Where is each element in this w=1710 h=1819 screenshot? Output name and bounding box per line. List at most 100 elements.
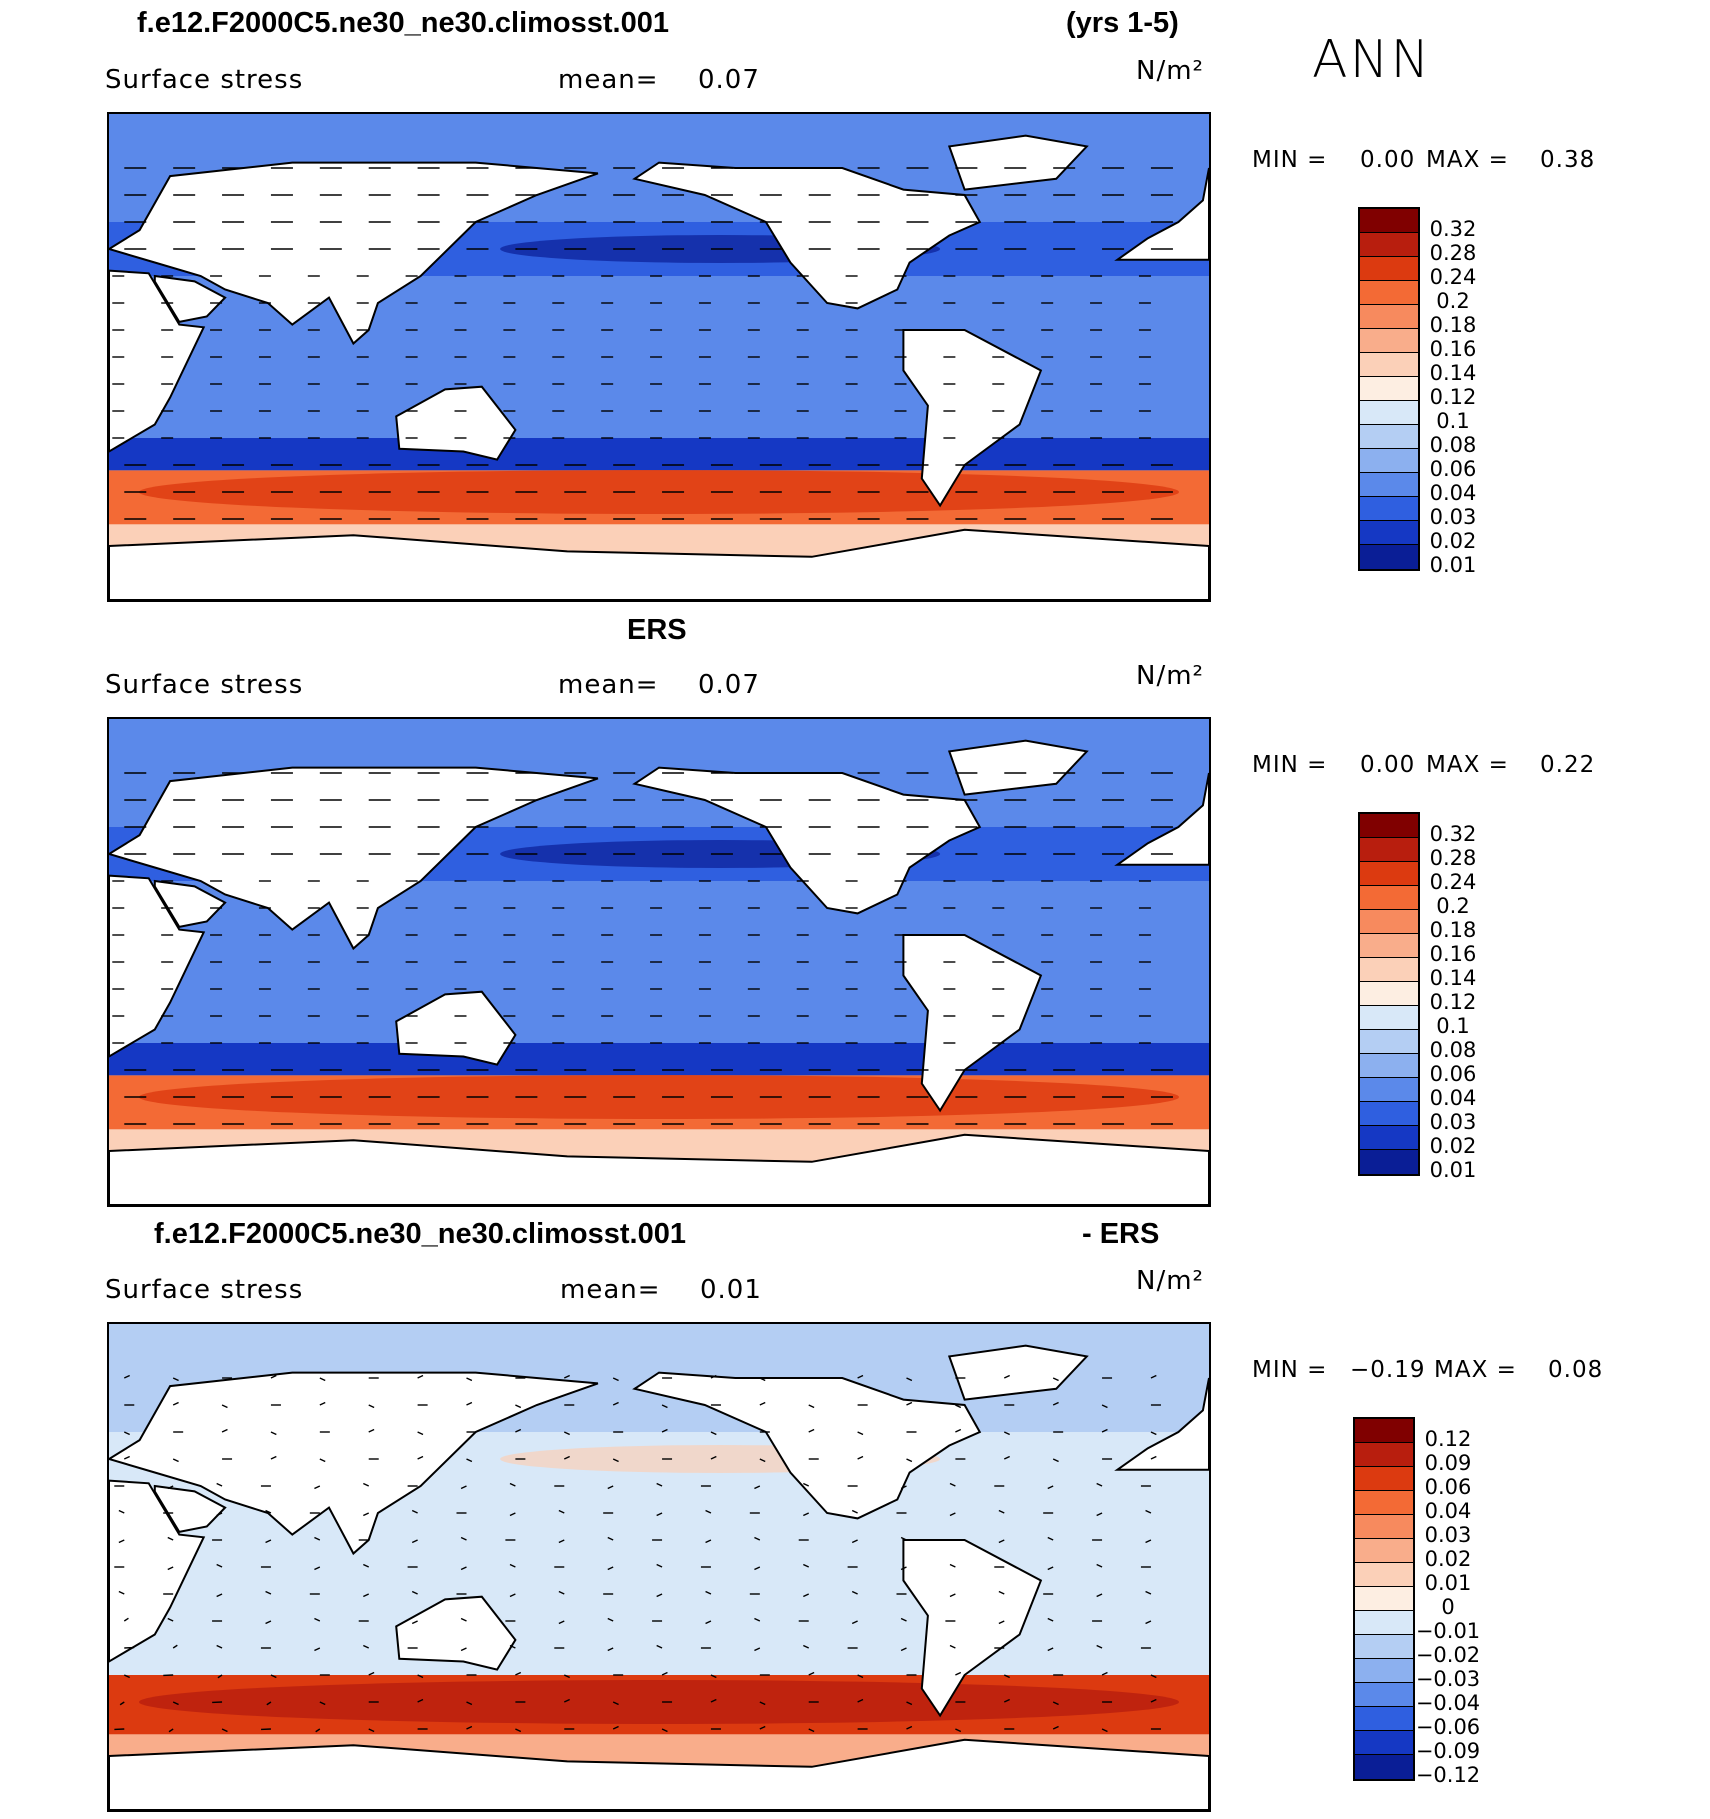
wind-arrow xyxy=(656,1593,663,1598)
wind-arrow xyxy=(217,1674,223,1679)
wind-arrow xyxy=(955,1728,962,1733)
wind-arrow xyxy=(710,1374,717,1379)
wind-arrow xyxy=(1096,1482,1103,1487)
wind-arrow xyxy=(172,1644,178,1649)
wind-arrow xyxy=(1145,1620,1152,1625)
wind-arrow xyxy=(661,1671,668,1676)
land-outline xyxy=(632,766,982,915)
colorbar-label: −0.06 xyxy=(1415,1715,1481,1739)
wind-arrow xyxy=(123,1455,130,1460)
wind-arrow xyxy=(563,1674,570,1679)
wind-arrow xyxy=(656,1512,663,1517)
land-outline xyxy=(109,161,599,346)
wind-arrow xyxy=(265,1509,272,1514)
vector-field xyxy=(112,167,1173,520)
wind-arrow xyxy=(1047,1485,1054,1490)
wind-arrow xyxy=(857,1374,864,1379)
wind-arrow xyxy=(411,1539,418,1544)
land-outline xyxy=(109,1371,599,1556)
wind-arrow xyxy=(906,1458,913,1463)
wind-arrow xyxy=(417,1698,424,1703)
colorbar-cell xyxy=(1360,401,1418,425)
land-outline xyxy=(902,934,1043,1113)
colorbar-cell xyxy=(1360,1078,1418,1102)
wind-arrow xyxy=(759,1401,766,1406)
wind-arrow xyxy=(612,1377,619,1382)
wind-arrow xyxy=(906,1701,913,1706)
wind-arrow xyxy=(172,1701,179,1706)
colorbar-cell xyxy=(1355,1515,1413,1539)
wind-arrow xyxy=(906,1377,913,1382)
colorbar-cell xyxy=(1360,1126,1418,1150)
wind-arrow xyxy=(270,1674,277,1679)
colorbar-label: 0.01 xyxy=(1429,553,1477,577)
land-outline xyxy=(632,1371,982,1520)
wind-arrow xyxy=(1047,1647,1054,1652)
colorbar-label: 0.08 xyxy=(1429,1038,1477,1062)
colorbar-cell xyxy=(1360,814,1418,838)
colorbar-cell xyxy=(1355,1491,1413,1515)
colorbar-label: 0.03 xyxy=(1429,1110,1477,1134)
land-outline xyxy=(395,385,517,461)
wind-arrow xyxy=(612,1401,619,1406)
wind-arrow xyxy=(949,1512,956,1517)
wind-arrow xyxy=(900,1536,907,1541)
wind-arrow xyxy=(368,1671,375,1676)
wind-arrow xyxy=(803,1482,810,1487)
wind-arrow xyxy=(710,1431,717,1436)
land-outline xyxy=(1114,772,1209,866)
wind-arrow xyxy=(656,1563,663,1568)
panel2-map xyxy=(107,717,1211,1207)
wind-arrow xyxy=(460,1617,467,1622)
wind-arrow xyxy=(1150,1674,1157,1679)
panel2-max-label: MAX = xyxy=(1426,752,1509,778)
land-outline xyxy=(1114,1377,1209,1471)
wind-arrow xyxy=(705,1590,712,1595)
colorbar-cell xyxy=(1360,281,1418,305)
colorbar-label: 0 xyxy=(1441,1595,1455,1619)
wind-arrow xyxy=(759,1458,766,1463)
colorbar-cell xyxy=(1360,377,1418,401)
panel3-units: N/m² xyxy=(1136,1266,1204,1296)
wind-arrow xyxy=(563,1374,570,1379)
wind-arrow xyxy=(368,1728,375,1733)
wind-arrow xyxy=(857,1674,864,1679)
wind-arrow xyxy=(558,1590,565,1595)
wind-arrow xyxy=(656,1482,663,1487)
colorbar-cell xyxy=(1360,257,1418,281)
wind-arrow xyxy=(515,1671,522,1676)
panel1-variable: Surface stress xyxy=(105,65,304,95)
colorbar-label: −0.12 xyxy=(1415,1763,1481,1787)
panel3-mean-label: mean= xyxy=(560,1275,661,1305)
colorbar-label: −0.04 xyxy=(1415,1691,1481,1715)
colorbar-label: 0.1 xyxy=(1436,409,1470,433)
colorbar-label: −0.09 xyxy=(1415,1739,1481,1763)
wind-arrow xyxy=(319,1458,326,1463)
wind-arrow xyxy=(1145,1509,1152,1514)
colorbar-cell xyxy=(1360,910,1418,934)
panel1-case-title: f.e12.F2000C5.ne30_ne30.climosst.001 xyxy=(137,7,669,39)
colorbar-label: 0.28 xyxy=(1429,241,1477,265)
colorbar-cell xyxy=(1355,1587,1413,1611)
panel3-case-title: f.e12.F2000C5.ne30_ne30.climosst.001 xyxy=(154,1218,686,1250)
wind-arrow xyxy=(1096,1512,1103,1517)
wind-arrow xyxy=(314,1617,321,1622)
colorbar-cell xyxy=(1355,1659,1413,1683)
wind-arrow xyxy=(167,1536,174,1541)
wind-arrow xyxy=(1101,1671,1108,1676)
panel1-years: (yrs 1-5) xyxy=(1066,7,1179,39)
colorbar-cell xyxy=(1360,982,1418,1006)
colorbar-label: 0.2 xyxy=(1436,894,1470,918)
wind-arrow xyxy=(314,1566,321,1571)
wind-arrow xyxy=(955,1671,962,1676)
wind-arrow xyxy=(315,1728,321,1733)
panel3-map-svg xyxy=(109,1324,1209,1810)
wind-arrow xyxy=(900,1485,907,1490)
colorbar-label: −0.01 xyxy=(1415,1619,1481,1643)
wind-arrow xyxy=(216,1482,223,1487)
wind-arrow xyxy=(1052,1377,1059,1382)
wind-arrow xyxy=(509,1512,516,1517)
colorbar-cell xyxy=(1360,425,1418,449)
panel1-max-label: MAX = xyxy=(1426,147,1509,173)
colorbar-label: 0.01 xyxy=(1429,1158,1477,1182)
